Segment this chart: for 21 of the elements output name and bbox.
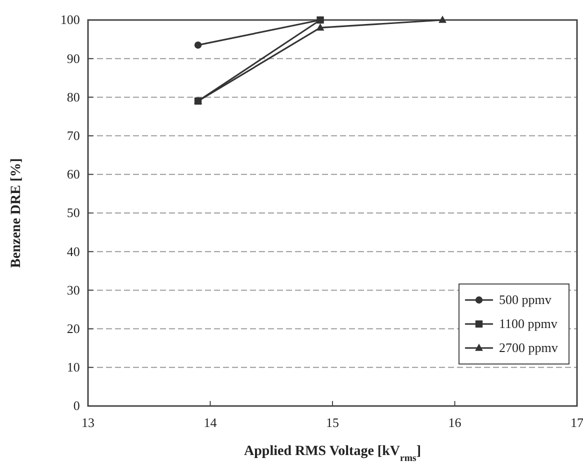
y-tick-label: 0 [73,398,80,414]
legend-label: 1100 ppmv [499,316,558,331]
x-tick-label: 15 [326,415,339,430]
x-tick-label: 16 [448,415,462,430]
legend-label: 500 ppmv [499,292,552,307]
y-tick-label: 10 [66,360,80,375]
y-tick-label: 60 [66,166,80,182]
x-axis-title: Applied RMS Voltage [kV$_{rms}$] [244,444,421,463]
y-tick-label: 30 [66,282,80,298]
x-tick-label: 14 [204,415,218,430]
y-tick-label: 80 [66,89,80,104]
y-axis-title: Benzene DRE [%] [9,158,24,268]
y-tick-label: 100 [60,12,80,28]
y-tick-label: 40 [66,244,80,259]
y-tick-label: 20 [66,320,80,336]
y-tick-label: 70 [66,128,80,143]
y-tick-label: 50 [66,205,80,220]
y-tick-label: 90 [66,50,80,66]
x-tick-label: 13 [82,415,94,430]
legend-label: 2700 ppmv [499,340,558,355]
x-tick-label: 17 [570,415,583,430]
